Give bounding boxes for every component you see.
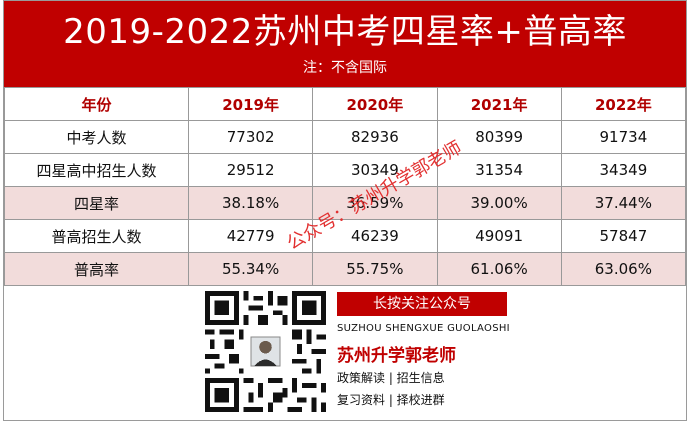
table-cell: 91734: [560, 120, 687, 154]
table-row-highlight: 四星率 38.18% 36.59% 39.00% 37.44%: [4, 186, 687, 220]
table-header-row: 年份 2019年 2020年 2021年 2022年: [4, 87, 687, 121]
brand-pinyin: SUZHOU SHENGXUE GUOLAOSHI: [337, 323, 510, 334]
table-cell: 77302: [187, 120, 314, 154]
row-label: 四星率: [4, 186, 189, 220]
table-cell: 36.59%: [312, 186, 438, 220]
table-cell: 80399: [436, 120, 562, 154]
table-row: 中考人数 77302 82936 80399 91734: [4, 120, 687, 154]
column-header: 2019年: [187, 87, 314, 121]
title-note: 注：不含国际: [303, 60, 387, 76]
table-cell: 37.44%: [560, 186, 687, 220]
column-header: 2021年: [436, 87, 562, 121]
column-header: 年份: [4, 87, 189, 121]
table-cell: 82936: [312, 120, 438, 154]
table-cell: 49091: [436, 219, 562, 253]
qr-code-icon[interactable]: [205, 291, 326, 412]
table-cell: 38.18%: [187, 186, 314, 220]
table-cell: 30349: [312, 153, 438, 187]
column-header: 2022年: [560, 87, 687, 121]
row-label: 四星高中招生人数: [4, 153, 189, 187]
row-label: 普高招生人数: [4, 219, 189, 253]
row-label: 普高率: [4, 252, 189, 286]
stats-table: 年份 2019年 2020年 2021年 2022年 中考人数 77302 82…: [4, 87, 687, 286]
table-row: 普高招生人数 42779 46239 49091 57847: [4, 219, 687, 253]
poster: 2019-2022苏州中考四星率+普高率 注：不含国际 年份 2019年 202…: [3, 0, 687, 421]
table-cell: 42779: [187, 219, 314, 253]
table-cell: 57847: [560, 219, 687, 253]
table-cell: 55.34%: [187, 252, 314, 286]
table-row-highlight: 普高率 55.34% 55.75% 61.06% 63.06%: [4, 252, 687, 286]
table-cell: 29512: [187, 153, 314, 187]
table-cell: 55.75%: [312, 252, 438, 286]
table-cell: 61.06%: [436, 252, 562, 286]
table-row: 四星高中招生人数 29512 30349 31354 34349: [4, 153, 687, 187]
page-title: 2019-2022苏州中考四星率+普高率: [63, 12, 627, 52]
brand-description-line1: 政策解读 | 招生信息: [337, 371, 445, 385]
follow-button[interactable]: 长按关注公众号: [337, 292, 507, 316]
title-banner: 2019-2022苏州中考四星率+普高率 注：不含国际: [4, 1, 686, 87]
column-header: 2020年: [312, 87, 438, 121]
brand-name: 苏州升学郭老师: [337, 346, 456, 366]
footer-promo: 长按关注公众号 SUZHOU SHENGXUE GUOLAOSHI 苏州升学郭老…: [4, 285, 686, 421]
table-cell: 34349: [560, 153, 687, 187]
table-cell: 39.00%: [436, 186, 562, 220]
brand-description-line2: 复习资料 | 择校进群: [337, 393, 445, 407]
row-label: 中考人数: [4, 120, 189, 154]
table-cell: 46239: [312, 219, 438, 253]
table-cell: 63.06%: [560, 252, 687, 286]
